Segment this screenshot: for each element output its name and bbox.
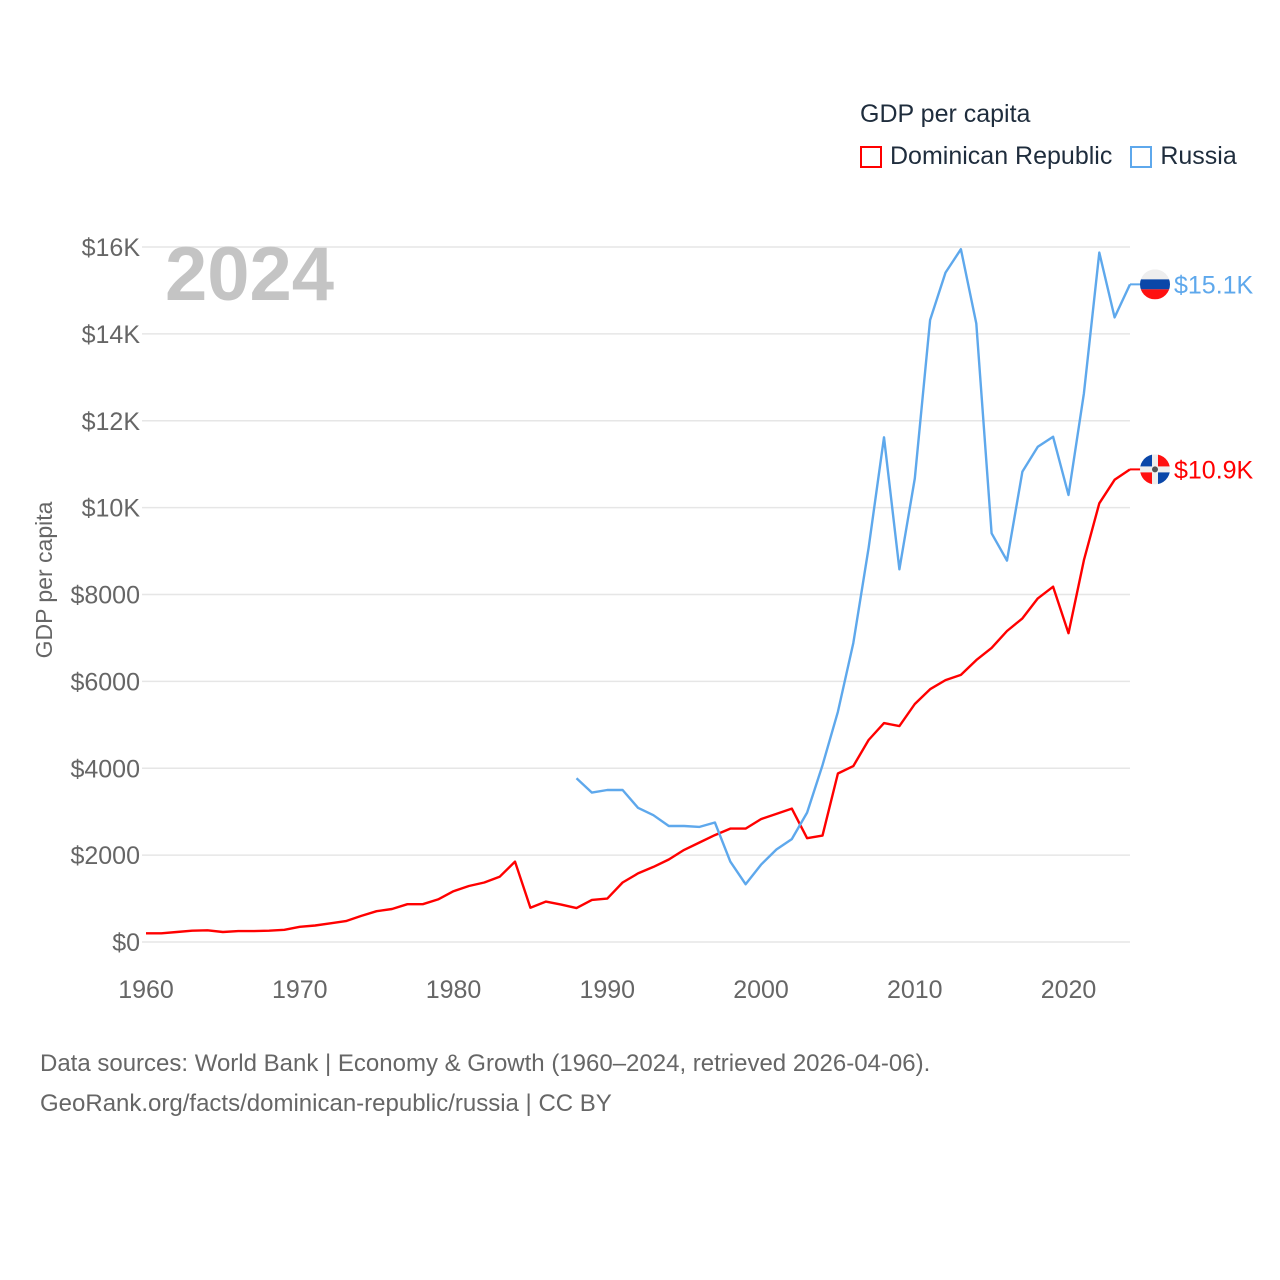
x-tick-label: 1970 [272,976,328,1004]
legend-item-dominican-republic[interactable]: Dominican Republic [860,142,1112,171]
series-line-dominican-republic [146,468,1131,935]
x-tick-label: 1990 [579,976,635,1004]
flag-emblem [1152,466,1158,473]
x-tick-label: 2010 [887,976,943,1004]
x-axis: 1960 1970 1980 1990 2000 2010 2020 [118,976,1096,1004]
legend-item-russia[interactable]: Russia [1130,142,1237,171]
x-tick-label: 2000 [733,976,789,1004]
y-tick-label: $8000 [70,582,140,610]
series-line-russia [575,247,1132,886]
legend-swatch-blue [1130,145,1153,168]
legend: Dominican Republic Russia [860,142,1237,171]
legend-swatch-red [860,145,882,168]
y-tick-label: $10K [82,495,141,523]
footer: Data sources: World Bank | Economy & Gro… [40,1044,930,1124]
y-tick-label: $14K [82,321,141,349]
y-axis-label: GDP per capita [31,501,57,658]
y-tick-label: $16K [82,234,141,262]
year-watermark: 2024 [165,232,334,317]
flag-stripe-red [1140,289,1170,300]
y-tick-label: $2000 [70,842,140,870]
russia-flag-icon [1140,269,1170,300]
legend-title: GDP per capita [860,100,1031,128]
legend-label: Russia [1160,142,1237,170]
series-end-labels: $10.9K $15.1K [1130,269,1254,485]
flag-q2 [1158,454,1170,467]
flag-q1 [1140,454,1152,467]
flag-q3 [1140,472,1152,485]
flag-body [1140,454,1170,485]
y-tick-label: $4000 [70,755,140,783]
footer-sources: Data sources: World Bank | Economy & Gro… [40,1050,931,1077]
flag-body [1140,269,1170,300]
footer-link[interactable]: GeoRank.org/facts/dominican-republic/rus… [40,1090,612,1117]
y-tick-label: $12K [82,408,141,436]
x-tick-label: 1960 [118,976,174,1004]
series-lines [146,247,1132,935]
end-value-label: $10.9K [1174,456,1254,484]
y-tick-label: $6000 [70,668,140,696]
legend-label: Dominican Republic [890,142,1113,170]
y-tick-label: $0 [112,929,140,957]
y-axis: $0 $2000 $4000 $6000 $8000 $10K $12K $14K $16K [70,234,140,957]
flag-q4 [1158,472,1170,485]
end-value-label: $15.1K [1174,271,1254,299]
flag-stripe-white [1140,269,1170,280]
flag-stripe-blue [1140,279,1170,290]
dominican-republic-flag-icon [1140,454,1170,485]
x-tick-label: 2020 [1041,976,1097,1004]
x-tick-label: 1980 [426,976,482,1004]
gridlines [142,246,1130,943]
